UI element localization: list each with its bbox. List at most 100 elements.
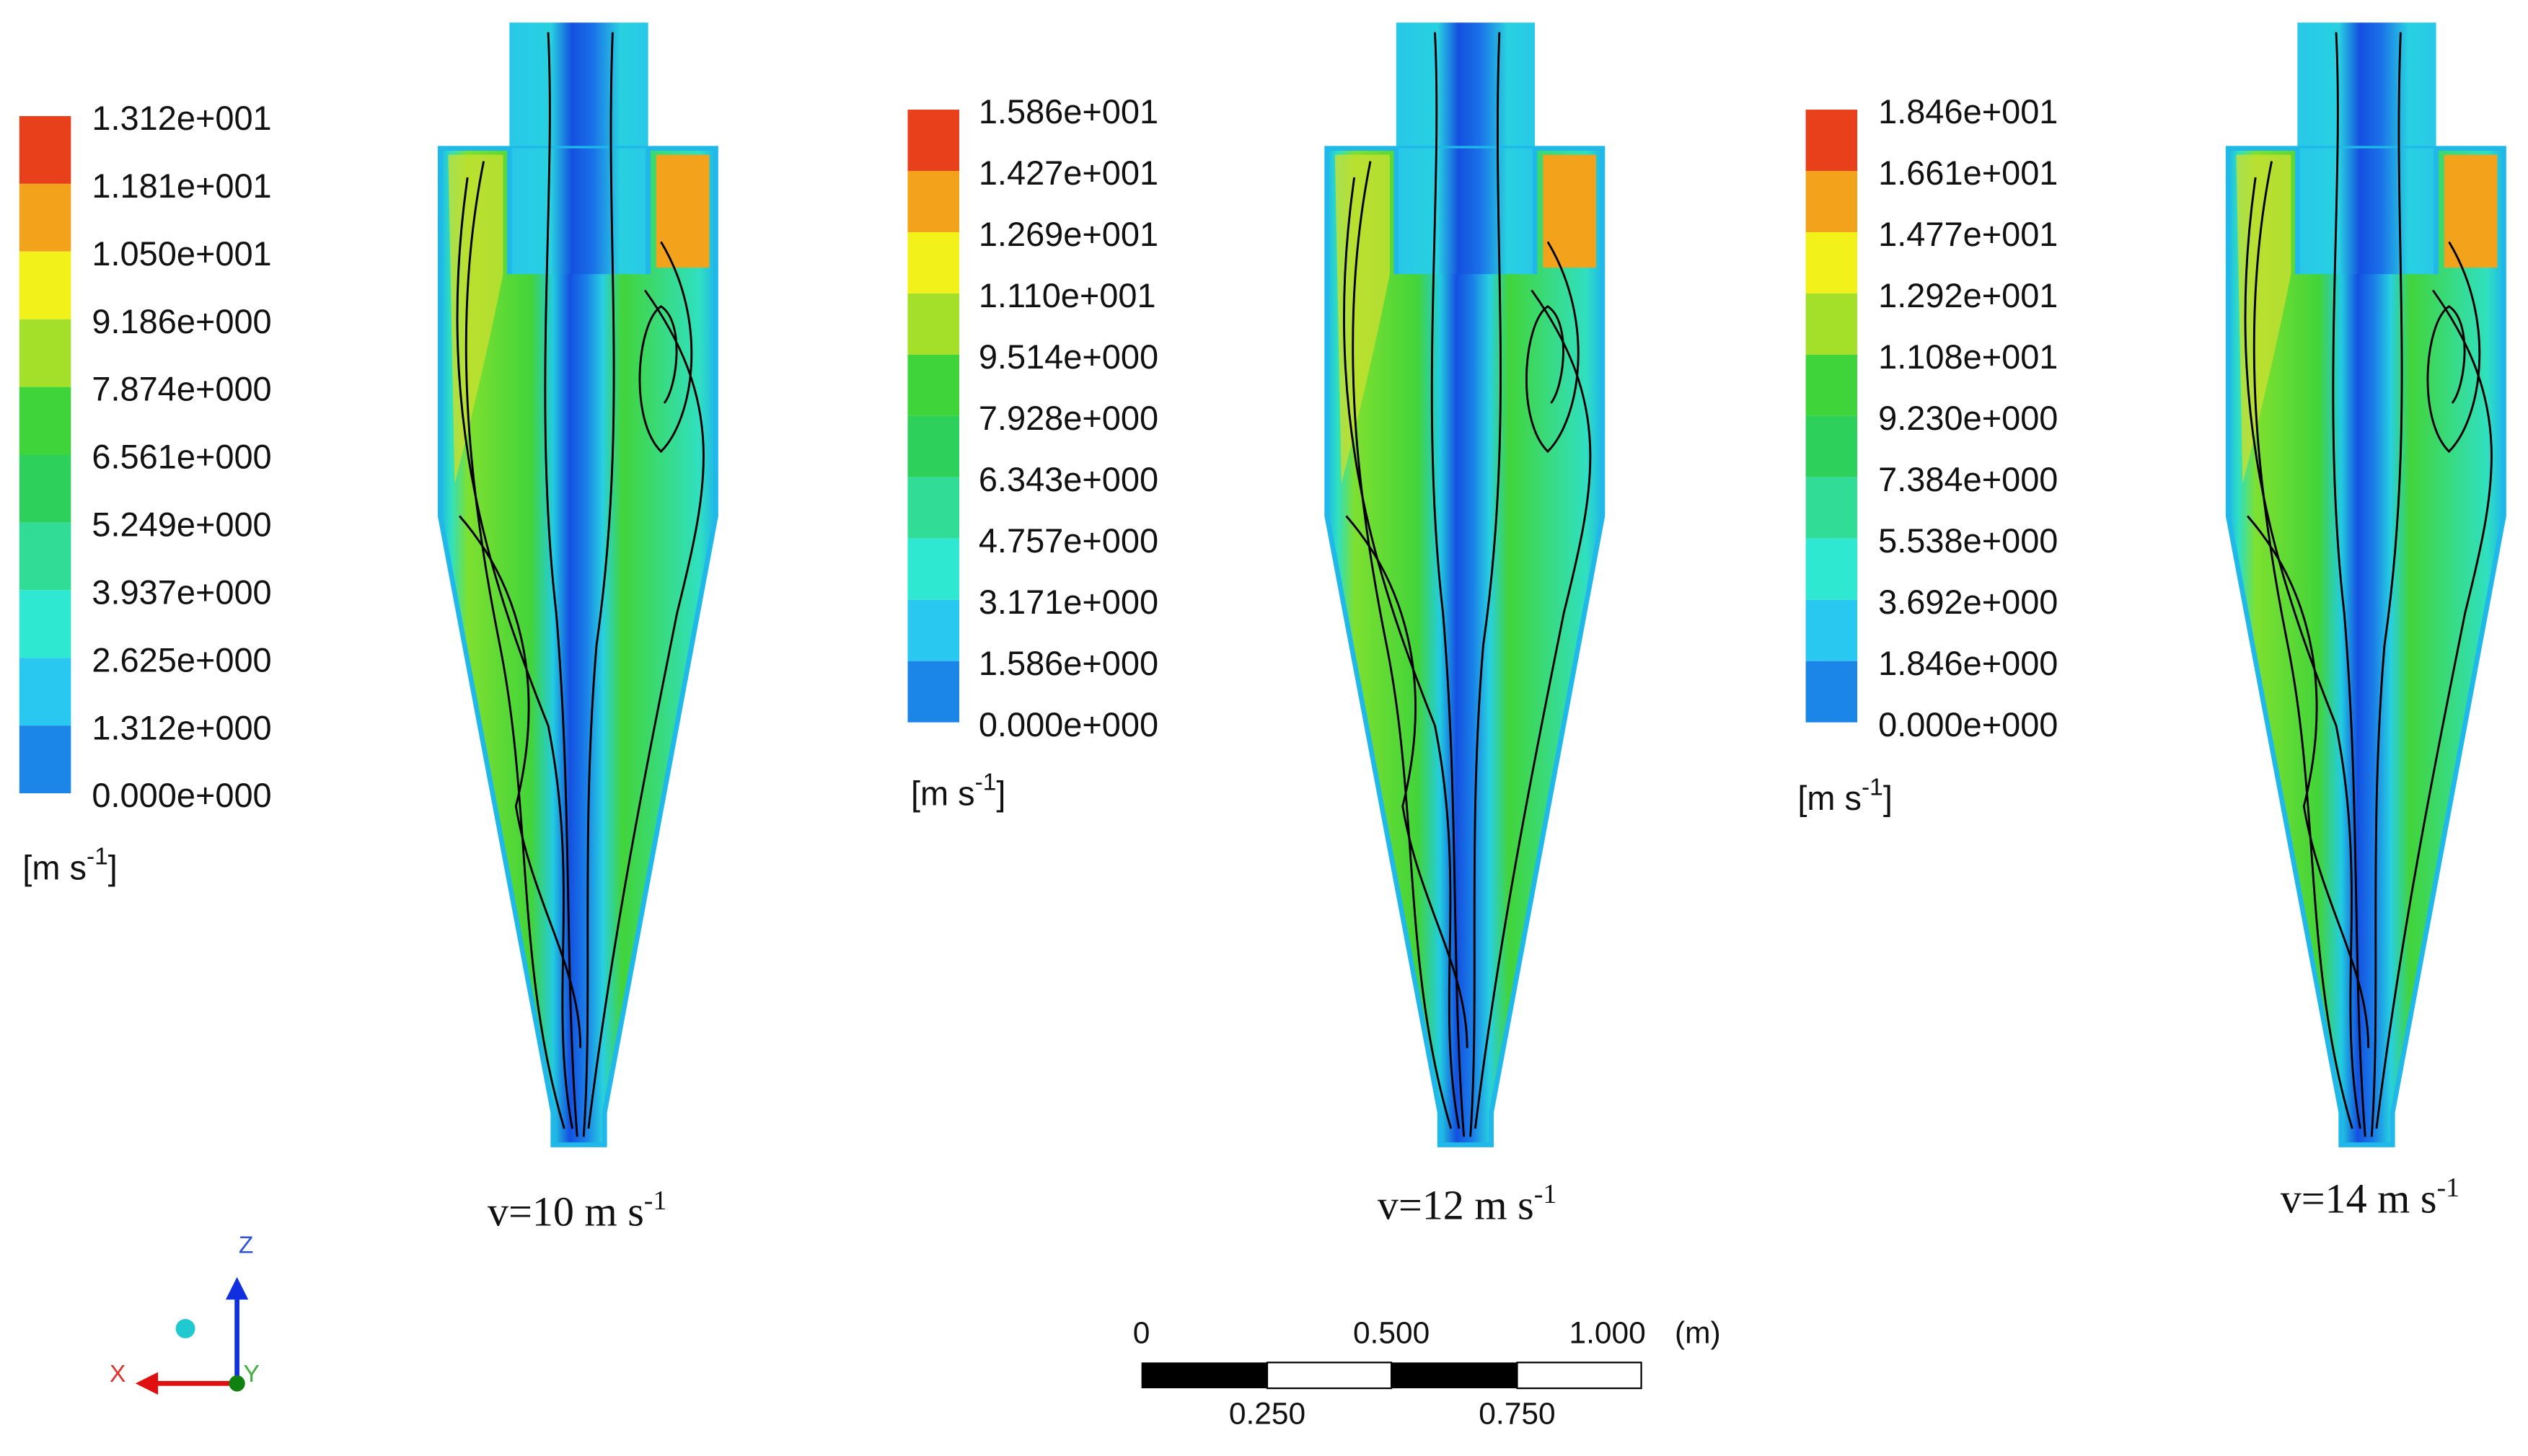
legend-label: 5.249e+000	[92, 506, 271, 544]
unit-close: ]	[108, 850, 118, 887]
unit-close: ]	[1883, 780, 1893, 818]
legend-label: 1.312e+001	[92, 100, 271, 137]
axis-label: X	[110, 1361, 125, 1387]
legend-swatch	[907, 293, 960, 355]
unit-exponent: -1	[87, 843, 108, 870]
legend-label: 1.312e+000	[92, 709, 271, 746]
legend-swatch	[19, 251, 71, 319]
legend-label: 1.846e+000	[1878, 645, 2058, 682]
legend-label: 1.108e+001	[1878, 338, 2058, 376]
legend-swatch	[19, 454, 71, 523]
scale-label: 0.750	[1479, 1396, 1555, 1430]
legend-unit: [m s-1]	[22, 843, 117, 886]
legend-swatch	[907, 354, 960, 416]
axis-label: Y	[244, 1361, 260, 1387]
legend-label: 9.514e+000	[979, 338, 1158, 376]
scale-label: (m)	[1675, 1316, 1721, 1350]
caption-text: v=14 m s	[2281, 1175, 2437, 1222]
caption: v=12 m s-1	[1378, 1179, 1556, 1228]
legend-label: 1.427e+001	[979, 154, 1158, 192]
legend-label: 2.625e+000	[92, 641, 271, 679]
caption-exponent: -1	[644, 1186, 667, 1216]
legend-swatch	[19, 590, 71, 658]
legend-swatch	[1805, 415, 1858, 477]
legend-label: 1.110e+001	[979, 277, 1156, 314]
caption-text: v=12 m s	[1378, 1181, 1534, 1228]
legend-swatch	[907, 538, 960, 600]
scale-label: 1.000	[1569, 1316, 1645, 1350]
legend-swatch	[1805, 599, 1858, 661]
legend-swatch	[1805, 293, 1858, 355]
contour-plot	[440, 22, 715, 1144]
unit-base: [m s	[911, 775, 975, 813]
caption: v=10 m s-1	[488, 1186, 666, 1235]
legend-label: 1.292e+001	[1878, 277, 2058, 314]
legend-label: 1.586e+000	[979, 645, 1158, 682]
legend-swatch	[19, 522, 71, 591]
legend-swatch	[19, 115, 71, 184]
legend-swatch	[907, 477, 960, 539]
legend-label: 0.000e+000	[1878, 706, 2058, 744]
contour-plot	[2228, 22, 2503, 1144]
legend-label: 6.561e+000	[92, 438, 271, 476]
legend-swatch	[907, 110, 960, 172]
legend-swatch	[1805, 477, 1858, 539]
legend-label: 5.538e+000	[1878, 522, 2058, 560]
legend-swatch	[1805, 110, 1858, 172]
legend-swatch	[907, 171, 960, 232]
legend-label: 1.181e+001	[92, 167, 271, 205]
unit-exponent: -1	[975, 769, 997, 795]
legend-label: 4.757e+000	[979, 522, 1158, 560]
legend-label: 1.586e+001	[979, 93, 1158, 131]
legend-label: 6.343e+000	[979, 461, 1158, 498]
legend-label: 7.384e+000	[1878, 461, 2058, 498]
unit-close: ]	[996, 775, 1005, 813]
unit-exponent: -1	[1862, 774, 1883, 800]
legend-swatch	[1805, 661, 1858, 723]
legend-label: 1.269e+001	[979, 216, 1158, 253]
legend-swatch	[19, 658, 71, 726]
axis-triad	[135, 1276, 249, 1395]
legend-swatch	[907, 661, 960, 723]
legend-label: 1.477e+001	[1878, 216, 2058, 253]
scale-label: 0.500	[1353, 1316, 1430, 1350]
legend-unit: [m s-1]	[911, 769, 1005, 812]
scale-label: 0.250	[1229, 1396, 1305, 1430]
legend-label: 9.230e+000	[1878, 400, 2058, 437]
caption-exponent: -1	[1534, 1179, 1557, 1209]
caption-exponent: -1	[2437, 1173, 2460, 1203]
legend-label: 1.846e+001	[1878, 93, 2058, 131]
legend-swatch	[907, 231, 960, 294]
legend-swatch	[19, 387, 71, 455]
legend-swatch	[1805, 171, 1858, 232]
legend-label: 0.000e+000	[979, 706, 1158, 744]
unit-base: [m s	[22, 850, 87, 887]
legend-label: 7.874e+000	[92, 371, 271, 408]
legend-swatch	[1805, 354, 1858, 416]
legend-swatch	[1805, 231, 1858, 294]
scale-label: 0	[1133, 1316, 1150, 1350]
legend-swatch	[907, 415, 960, 477]
caption-text: v=10 m s	[488, 1188, 644, 1235]
legend-label: 1.050e+001	[92, 235, 271, 273]
caption: v=14 m s-1	[2281, 1173, 2459, 1222]
legend-label: 7.928e+000	[979, 400, 1158, 437]
legend-swatch	[19, 319, 71, 387]
legend-label: 3.692e+000	[1878, 583, 2058, 621]
legend-swatch	[907, 599, 960, 661]
legend-swatch	[19, 725, 71, 794]
axis-label: Z	[239, 1232, 253, 1258]
legend-label: 1.661e+001	[1878, 154, 2058, 192]
legend-label: 3.937e+000	[92, 573, 271, 611]
legend-unit: [m s-1]	[1797, 774, 1892, 817]
unit-base: [m s	[1797, 780, 1862, 818]
legend-swatch	[19, 183, 71, 252]
scale-bar	[1141, 1362, 1642, 1390]
legend-label: 3.171e+000	[979, 583, 1158, 621]
contour-plot	[1327, 22, 1603, 1144]
legend-label: 0.000e+000	[92, 777, 271, 814]
legend-label: 9.186e+000	[92, 303, 271, 340]
legend-swatch	[1805, 538, 1858, 600]
